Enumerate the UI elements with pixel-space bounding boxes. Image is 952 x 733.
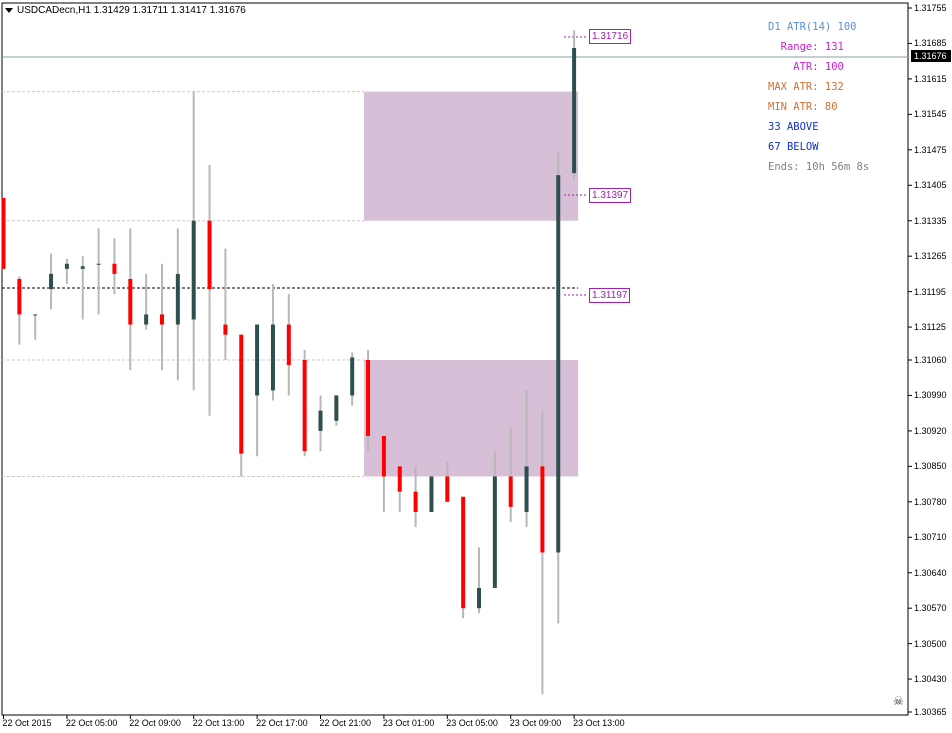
- info-line: Ends: 10h 56m 8s: [768, 161, 870, 173]
- info-line: Range: 131: [768, 41, 844, 53]
- symbol-ohlc-text: USDCADecn,H1 1.31429 1.31711 1.31417 1.3…: [17, 4, 246, 16]
- candle-body: [49, 273, 54, 290]
- time-tick-label: 22 Oct 13:00: [192, 718, 245, 728]
- candle-body: [207, 220, 212, 290]
- candle-body: [64, 263, 69, 269]
- candle-body: [381, 435, 386, 477]
- candle-body: [492, 476, 497, 588]
- level-label-lower: 1.31197: [589, 288, 631, 303]
- price-tick-label: 1.30640: [914, 567, 947, 578]
- candle-body: [175, 273, 180, 325]
- candle-body: [255, 324, 260, 396]
- candle-body: [286, 324, 291, 366]
- candle-body: [33, 314, 38, 316]
- price-tick-label: 1.31265: [914, 251, 947, 262]
- time-tick-label: 22 Oct 2015: [2, 718, 52, 728]
- price-tick-label: 1.31195: [914, 286, 946, 297]
- candle-body: [144, 314, 149, 325]
- range-zone: [364, 360, 579, 477]
- candle-body: [334, 395, 339, 421]
- candle-body: [302, 360, 307, 452]
- candle-body: [160, 314, 164, 325]
- candle-body: [540, 466, 545, 553]
- price-tick-label: 1.31335: [914, 215, 947, 226]
- candle-body: [572, 48, 577, 174]
- candle-body: [318, 410, 323, 431]
- candle-body: [477, 587, 481, 609]
- price-tick-label: 1.31475: [914, 144, 947, 155]
- time-tick-label: 23 Oct 13:00: [573, 718, 625, 728]
- price-tick-label: 1.30500: [914, 638, 947, 649]
- time-tick-label: 23 Oct 09:00: [509, 718, 562, 728]
- price-tick-label: 1.31685: [914, 38, 947, 49]
- info-line: D1 ATR(14) 100: [768, 21, 857, 33]
- candle-body: [112, 263, 117, 274]
- candle-body: [96, 263, 101, 265]
- price-tick-label: 1.30430: [914, 674, 947, 685]
- price-tick-label: 1.31615: [914, 73, 947, 84]
- info-line: MIN ATR: 80: [768, 101, 838, 113]
- candle-body: [524, 466, 529, 512]
- price-tick-label: 1.30570: [914, 603, 947, 614]
- candle-body: [508, 476, 513, 507]
- time-tick-label: 22 Oct 17:00: [256, 718, 308, 728]
- price-tick-label: 1.30780: [914, 496, 947, 507]
- candle-body: [191, 220, 196, 320]
- price-tick-label: 1.31545: [914, 109, 947, 120]
- candle-body: [397, 466, 402, 492]
- info-line: 33 ABOVE: [768, 121, 819, 133]
- time-tick-label: 22 Oct 05:00: [65, 718, 118, 728]
- candle-body: [429, 476, 434, 512]
- level-label-middle: 1.31397: [589, 188, 632, 203]
- price-tick-label: 1.30365: [914, 707, 947, 717]
- price-tick-label: 1.31060: [914, 355, 947, 365]
- candle-body: [1, 197, 6, 269]
- candle-body: [445, 476, 450, 502]
- price-tick-label: 1.30850: [914, 461, 947, 472]
- candle-body: [128, 278, 133, 325]
- info-line: ATR: 100: [768, 61, 844, 73]
- candle-body: [461, 496, 466, 609]
- candle-body: [366, 360, 371, 436]
- range-zone: [364, 91, 579, 221]
- price-tick-label: 1.31755: [914, 3, 947, 13]
- price-tick-label: 1.31405: [914, 180, 947, 191]
- candle-body: [270, 324, 275, 391]
- skull-icon: ☠: [893, 694, 904, 708]
- candle-body: [413, 491, 418, 512]
- candle-body: [223, 324, 228, 335]
- dropdown-arrow-icon[interactable]: [5, 7, 13, 13]
- candle-body: [239, 334, 244, 454]
- candle-body: [80, 266, 85, 269]
- time-tick-label: 23 Oct 01:00: [382, 718, 435, 728]
- symbol-header: USDCADecn,H1 1.31429 1.31711 1.31417 1.3…: [2, 2, 246, 18]
- info-line: MAX ATR: 132: [768, 81, 844, 93]
- time-tick-label: 22 Oct 21:00: [319, 718, 372, 728]
- price-tick-label: 1.31125: [914, 322, 946, 333]
- price-tick-label: 1.30920: [914, 425, 947, 436]
- time-tick-label: 23 Oct 05:00: [446, 718, 498, 728]
- info-line: 67 BELOW: [768, 141, 819, 153]
- candle-body: [350, 357, 355, 396]
- price-tick-label: 1.30990: [914, 390, 947, 401]
- level-label-upper: 1.31716: [589, 29, 632, 44]
- current-price-tag: 1.31676: [911, 50, 951, 62]
- time-tick-label: 22 Oct 09:00: [129, 718, 181, 728]
- candle-body: [556, 175, 561, 553]
- atr-info-panel: D1 ATR(14) 100 Range: 131 ATR: 100 MAX AT…: [768, 17, 908, 177]
- price-tick-label: 1.30710: [914, 532, 947, 543]
- candle-body: [17, 278, 22, 315]
